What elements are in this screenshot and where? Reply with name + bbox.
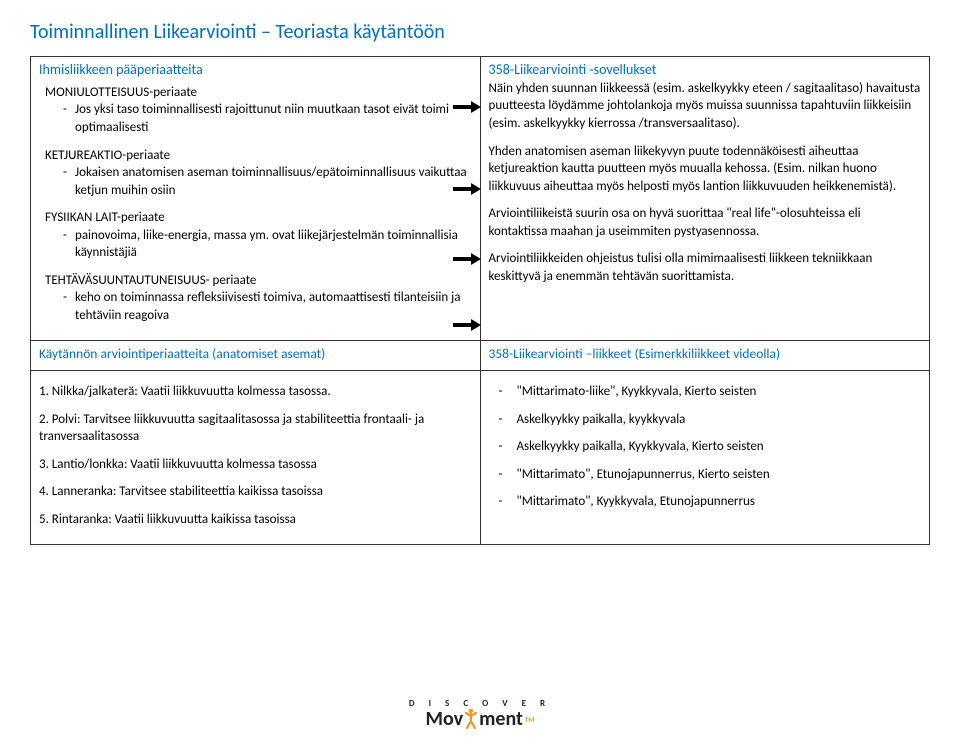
item-1-left: 1. Nilkka/jalkaterä: Vaatii liikkuvuutta…	[39, 383, 472, 401]
principle-3-name: FYSIIKAN LAIT-periaate	[45, 209, 472, 227]
arrow-icon	[453, 319, 481, 331]
principle-2-bullet: Jokaisen anatomisen aseman toiminnallisu…	[63, 164, 472, 199]
page-title: Toiminnallinen Liikearviointi – Teoriast…	[30, 20, 930, 44]
right-para-2: Yhden anatomisen aseman liikekyvyn puute…	[489, 143, 922, 196]
right-para-1: Näin yhden suunnan liikkeessä (esim. ask…	[489, 80, 922, 133]
principle-1-name: MONIULOTTEISUUS-periaate	[45, 84, 472, 102]
item-3-right: Askelkyykky paikalla, Kyykkyvala, Kierto…	[517, 438, 922, 456]
principle-4-name: TEHTÄVÄSUUNTAUTUNEISUUS- periaate	[45, 272, 472, 290]
right-subheader-cell: 358-Liikearviointi –liikkeet (Esimerkkil…	[480, 341, 930, 371]
item-4-left: 4. Lanneranka: Tarvitsee stabiliteettia …	[39, 483, 472, 501]
principle-3: FYSIIKAN LAIT-periaate painovoima, liike…	[45, 209, 472, 262]
principle-2: KETJUREAKTIO-periaate Jokaisen anatomise…	[45, 147, 472, 200]
left-header: Ihmisliikkeen pääperiaatteita	[39, 61, 472, 80]
principle-4-bullet: keho on toiminnassa refleksiivisesti toi…	[63, 289, 472, 324]
left-subheader-cell: Käytännön arviointiperiaatteita (anatomi…	[31, 341, 481, 371]
arrow-icon	[453, 101, 481, 113]
item-5-right: "Mittarimato", Kyykkyvala, Etunojapunner…	[517, 493, 922, 511]
logo: D I S C O V E R Mov ment TM	[409, 698, 551, 731]
right-header: 358-Liikearviointi -sovellukset	[489, 61, 922, 80]
principle-4: TEHTÄVÄSUUNTAUTUNEISUUS- periaate keho o…	[45, 272, 472, 325]
right-subheader: 358-Liikearviointi –liikkeet (Esimerkkil…	[489, 345, 781, 362]
principle-3-bullet: painovoima, liike-energia, massa ym. ova…	[63, 227, 472, 262]
principle-2-name: KETJUREAKTIO-periaate	[45, 147, 472, 165]
left-subheader: Käytännön arviointiperiaatteita (anatomi…	[39, 345, 325, 362]
right-applications-cell: 358-Liikearviointi -sovellukset Näin yhd…	[480, 57, 930, 341]
logo-tm: TM	[525, 715, 535, 724]
right-para-4: Arviointiliikkeiden ohjeistus tulisi oll…	[489, 250, 922, 285]
item-4-right: "Mittarimato", Etunojapunnerrus, Kierto …	[517, 466, 922, 484]
item-3-left: 3. Lantio/lonkka: Vaatii liikkuvuutta ko…	[39, 456, 472, 474]
item-2-left: 2. Polvi: Tarvitsee liikkuvuutta sagitaa…	[39, 411, 472, 446]
items-right-cell: "Mittarimato-liike", Kyykkyvala, Kierto …	[480, 371, 930, 545]
logo-main: Mov ment TM	[409, 707, 551, 731]
right-para-3: Arviointiliikeistä suurin osa on hyvä su…	[489, 205, 922, 240]
item-5-left: 5. Rintaranka: Vaatii liikkuvuutta kaiki…	[39, 511, 472, 529]
item-1-right: "Mittarimato-liike", Kyykkyvala, Kierto …	[517, 383, 922, 401]
logo-text-1: Mov	[425, 707, 463, 731]
left-principles-cell: Ihmisliikkeen pääperiaatteita MONIULOTTE…	[31, 57, 481, 341]
item-2-right: Askelkyykky paikalla, kyykkyvala	[517, 411, 922, 429]
principle-1-bullet: Jos yksi taso toiminnallisesti rajoittun…	[63, 101, 472, 136]
principle-1: MONIULOTTEISUUS-periaate Jos yksi taso t…	[45, 84, 472, 137]
items-left-cell: 1. Nilkka/jalkaterä: Vaatii liikkuvuutta…	[31, 371, 481, 545]
content-table: Ihmisliikkeen pääperiaatteita MONIULOTTE…	[30, 56, 930, 545]
logo-figure-icon	[462, 708, 480, 730]
arrow-icon	[453, 253, 481, 265]
logo-text-2: ment	[479, 707, 523, 731]
arrow-icon	[453, 183, 481, 195]
